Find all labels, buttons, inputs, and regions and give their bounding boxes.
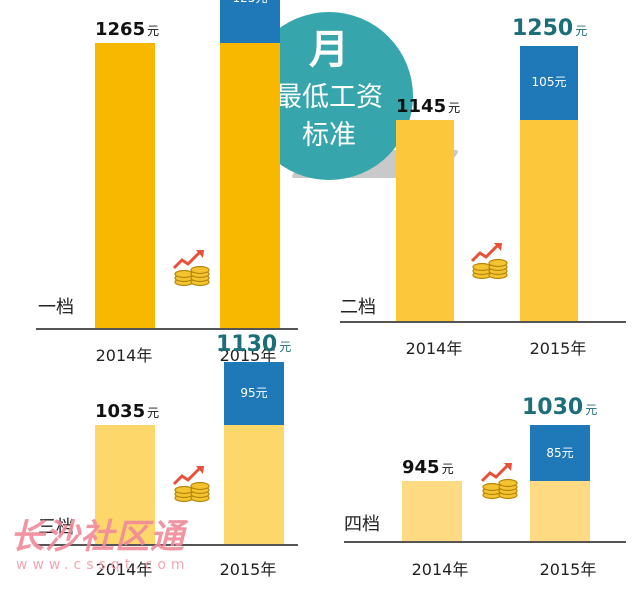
value-label-2014: 1265 元 [95, 19, 159, 40]
value-label-2015: 1030 元 [522, 395, 597, 420]
value-unit: 元 [147, 405, 160, 420]
bar-2015: 125元 [220, 0, 280, 328]
bar-2014 [402, 481, 462, 541]
value-label-2014: 1145 元 [396, 96, 460, 117]
value-unit: 元 [147, 23, 160, 38]
x-axis [36, 544, 298, 546]
value-number: 945 [402, 457, 440, 479]
bar-2014 [396, 119, 454, 321]
x-axis [36, 328, 298, 330]
year-label-2014: 2014年 [95, 346, 153, 365]
value-label-2015: 1250 元 [512, 16, 587, 41]
value-unit: 元 [441, 462, 454, 477]
bar-2015: 85元 [530, 425, 590, 541]
tier-label: 一档 [38, 297, 74, 318]
tier-label: 三档 [38, 517, 74, 538]
x-axis [340, 321, 626, 323]
tier-2-panel: 二档 2014年 2015年 1145 元 105元 1250 元 [330, 16, 630, 375]
increase-segment: 105元 [520, 46, 578, 120]
x-axis [344, 541, 626, 543]
coins-growth-icon [172, 250, 210, 287]
year-label-2014: 2014年 [95, 560, 153, 579]
value-number: 1265 [95, 18, 146, 40]
tier-3-panel: 三档 2014年 2015年 1035 元 95元 1130 元 [0, 332, 300, 598]
tier-label: 四档 [344, 514, 380, 535]
tier-label: 二档 [340, 297, 376, 318]
value-label-2015: 1130 元 [216, 332, 291, 357]
tier-1-panel: 一档 2014年 2015年 1265元125元1390元 [0, 0, 300, 380]
year-label-2014: 2014年 [411, 560, 469, 579]
watermark-url: www.cssqt.com [16, 557, 190, 573]
bar-2014 [95, 42, 155, 328]
tier-4-panel: 四档 2014年 2015年 945 元 85元 1030 元 [330, 395, 630, 598]
bar-2014 [95, 424, 155, 544]
title-month: 月 [309, 27, 349, 73]
year-label-2014: 2014年 [405, 339, 463, 358]
increase-segment: 125元 [220, 0, 280, 43]
value-label-2014: 1035 元 [95, 401, 159, 422]
bar-2015: 95元 [224, 362, 284, 544]
title-min-wage: 最低工资 [275, 82, 383, 113]
increase-segment: 95元 [224, 362, 284, 425]
coins-growth-icon [172, 466, 210, 503]
title-standard: 标准 [302, 120, 356, 151]
year-label-2015: 2015年 [219, 346, 277, 365]
coins-growth-icon [480, 463, 518, 500]
value-unit: 元 [585, 403, 598, 418]
value-unit: 元 [575, 24, 588, 38]
year-label-2015: 2015年 [529, 339, 587, 358]
coins-growth-icon [470, 243, 508, 280]
bar-2015: 105元 [520, 46, 578, 321]
watermark: 长沙社区通 www.cssqt.com [10, 518, 190, 574]
value-unit: 元 [279, 340, 292, 355]
value-number: 1035 [95, 400, 146, 422]
value-label-2014: 945 元 [402, 457, 454, 478]
value-number: 1250 [512, 16, 574, 41]
watermark-logo-text: 长沙社区通 [10, 517, 185, 557]
year-label-2015: 2015年 [219, 560, 277, 579]
value-unit: 元 [448, 100, 461, 115]
value-number: 1145 [396, 95, 447, 117]
value-number: 1030 [522, 395, 584, 421]
value-number: 1130 [216, 332, 278, 358]
increase-segment: 85元 [530, 425, 590, 482]
year-label-2015: 2015年 [539, 560, 597, 579]
